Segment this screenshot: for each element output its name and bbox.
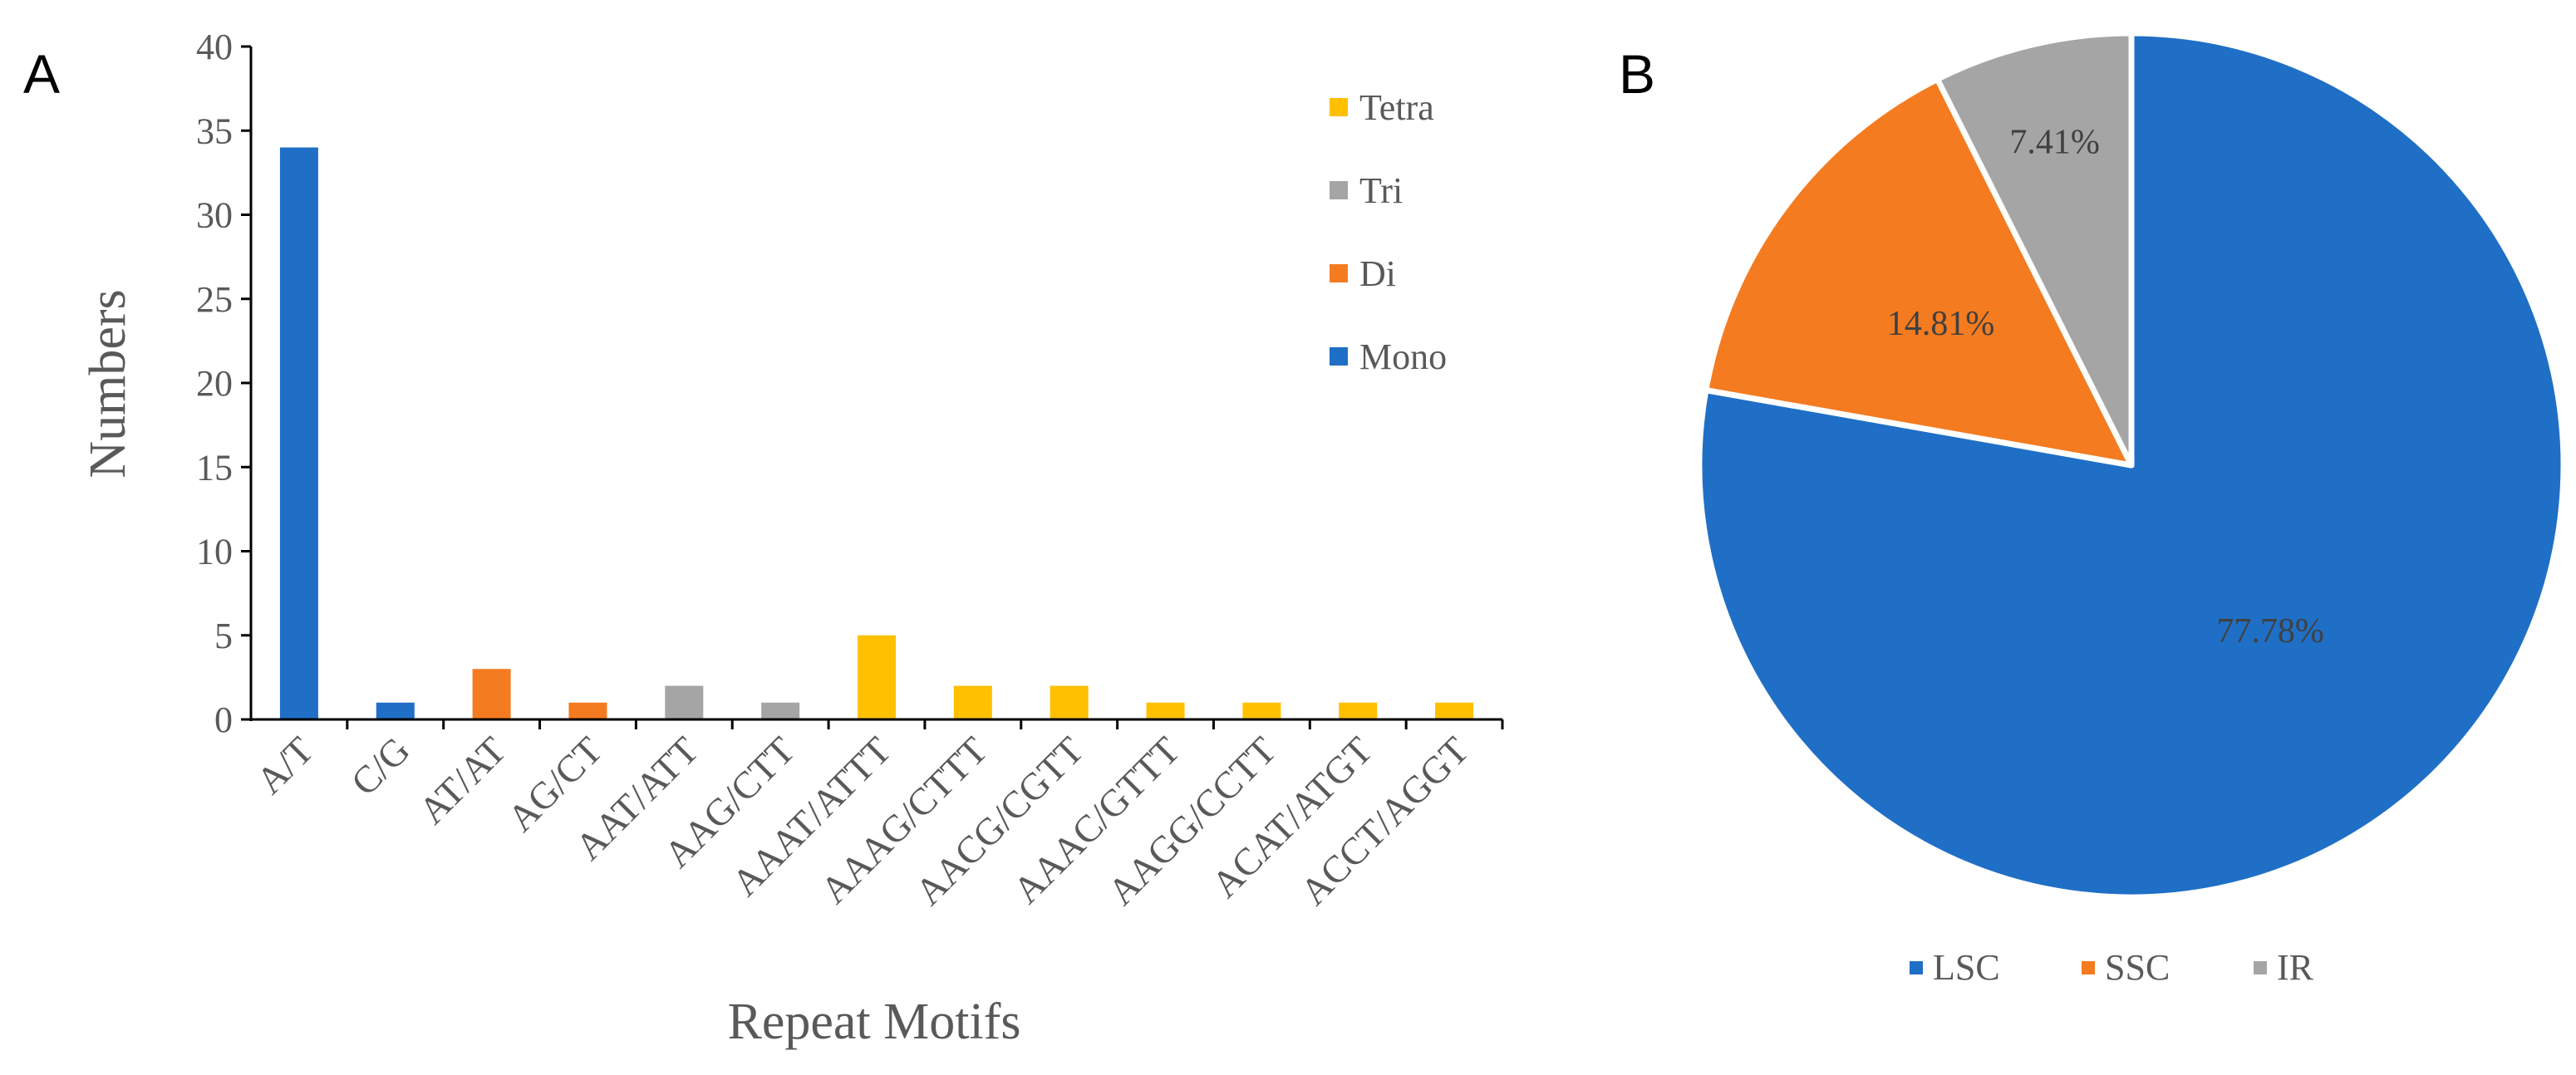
- y-tick-label: 15: [196, 447, 233, 488]
- legend-swatch: [1330, 98, 1348, 116]
- y-tick-label: 40: [196, 27, 233, 67]
- x-tick-label: A/T: [248, 729, 322, 802]
- pie-chart-panel: B 77.78% 14.81% 7.41% LSC SSC IR: [1619, 30, 2567, 988]
- bar: [1242, 702, 1281, 719]
- x-axis-tick-labels: A/T C/GAT/ATAG/CTAAT/ATTAAG/CTTAAAT/ATTTA…: [248, 729, 1477, 913]
- pie-slice: [1934, 30, 2135, 469]
- bar: [472, 669, 511, 719]
- pie-value-labels: 77.78% 14.81% 7.41%: [1887, 123, 2324, 650]
- bar: [858, 635, 896, 719]
- pie-value-label: 7.41%: [2009, 123, 2100, 161]
- bar: [568, 702, 607, 719]
- y-tick-label: 10: [196, 532, 233, 572]
- pie-slice: [1703, 76, 2135, 469]
- bar: [1146, 702, 1185, 719]
- x-tick-label: AAAG/CTTT: [813, 729, 995, 911]
- bar: [279, 147, 318, 719]
- pie-value-label: 14.81%: [1887, 305, 1995, 343]
- legend-label: Tetra: [1359, 87, 1434, 128]
- legend-swatch: [2082, 961, 2095, 974]
- legend-label: LSC: [1933, 947, 2000, 988]
- legend-label: Tri: [1359, 170, 1403, 211]
- bar: [376, 702, 415, 719]
- x-tick-label: AACG/CGTT: [907, 729, 1092, 913]
- y-tick-label: 5: [214, 616, 233, 656]
- x-tick-label: ACCT/AGGT: [1292, 729, 1477, 913]
- legend-swatch: [1910, 961, 1923, 974]
- panel-b-label: B: [1619, 43, 1655, 105]
- y-axis-ticks: 0 5 10 15 20 25 30 35 40: [196, 27, 251, 740]
- legend-swatch: [1330, 264, 1348, 282]
- axes: [241, 47, 1502, 721]
- panel-a-label: A: [23, 43, 60, 105]
- legend-swatch: [2254, 961, 2267, 974]
- bar: [1050, 685, 1089, 719]
- bars: [279, 147, 1504, 729]
- legend-swatch: [1330, 347, 1348, 366]
- legend-label: Di: [1359, 253, 1396, 294]
- x-tick-label: AT/AT: [410, 729, 514, 832]
- bar: [1435, 702, 1474, 719]
- pie-slices: [1696, 30, 2567, 901]
- bar: [665, 685, 704, 719]
- bar: [761, 702, 800, 719]
- pie-legend: LSC SSC IR: [1910, 947, 2314, 988]
- legend-swatch: [1330, 181, 1348, 199]
- bar-legend: Tetra Tri Di Mono: [1330, 87, 1447, 377]
- y-axis-title: Numbers: [80, 289, 136, 478]
- y-tick-label: 0: [214, 699, 233, 740]
- x-axis-title: Repeat Motifs: [728, 994, 1021, 1050]
- x-tick-label: C/G: [343, 729, 418, 803]
- legend-label: Mono: [1359, 336, 1447, 377]
- y-tick-label: 35: [196, 110, 233, 151]
- y-tick-label: 20: [196, 363, 233, 404]
- y-tick-label: 25: [196, 279, 233, 320]
- y-tick-label: 30: [196, 195, 233, 236]
- legend-label: SSC: [2105, 947, 2170, 988]
- legend-label: IR: [2277, 947, 2314, 988]
- x-tick-label: AAGG/CCTT: [1099, 729, 1284, 913]
- x-tick-label: AAAC/GTTT: [1005, 729, 1187, 911]
- bar: [953, 685, 992, 719]
- pie-value-label: 77.78%: [2216, 612, 2324, 650]
- bar: [1339, 702, 1378, 719]
